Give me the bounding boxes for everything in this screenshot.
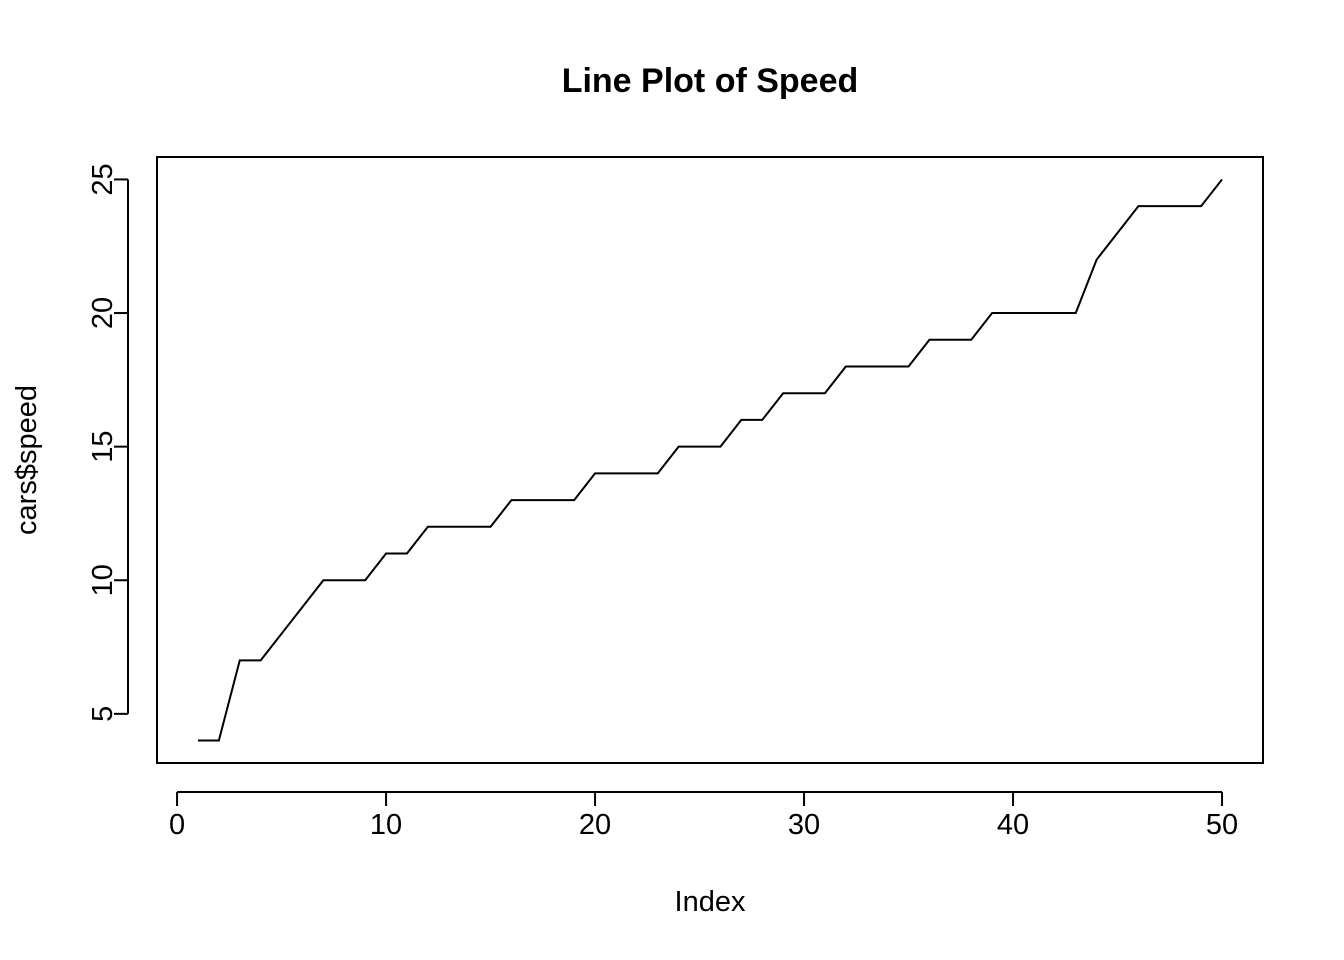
x-axis-label: Index [675,886,746,918]
x-axis: 0 10 20 30 40 50 [169,791,1238,841]
x-tick-label: 10 [370,809,402,841]
x-tick-label: 0 [169,809,185,841]
x-tick-label: 50 [1206,809,1238,841]
x-tick-label: 20 [579,809,611,841]
y-axis: 5 10 15 20 25 [87,163,129,722]
y-tick-label: 25 [87,163,119,195]
x-tick-label: 30 [788,809,820,841]
y-tick-label: 10 [87,564,119,596]
y-tick-label: 20 [87,297,119,329]
plot-frame [156,156,1264,764]
y-axis-label: cars$speed [11,385,43,535]
series-layer [197,178,1223,742]
chart-title: Line Plot of Speed [562,62,859,100]
speed-series-line [197,178,1223,742]
y-tick-label: 15 [87,431,119,463]
y-tick-label: 5 [87,706,119,722]
x-tick-label: 40 [997,809,1029,841]
